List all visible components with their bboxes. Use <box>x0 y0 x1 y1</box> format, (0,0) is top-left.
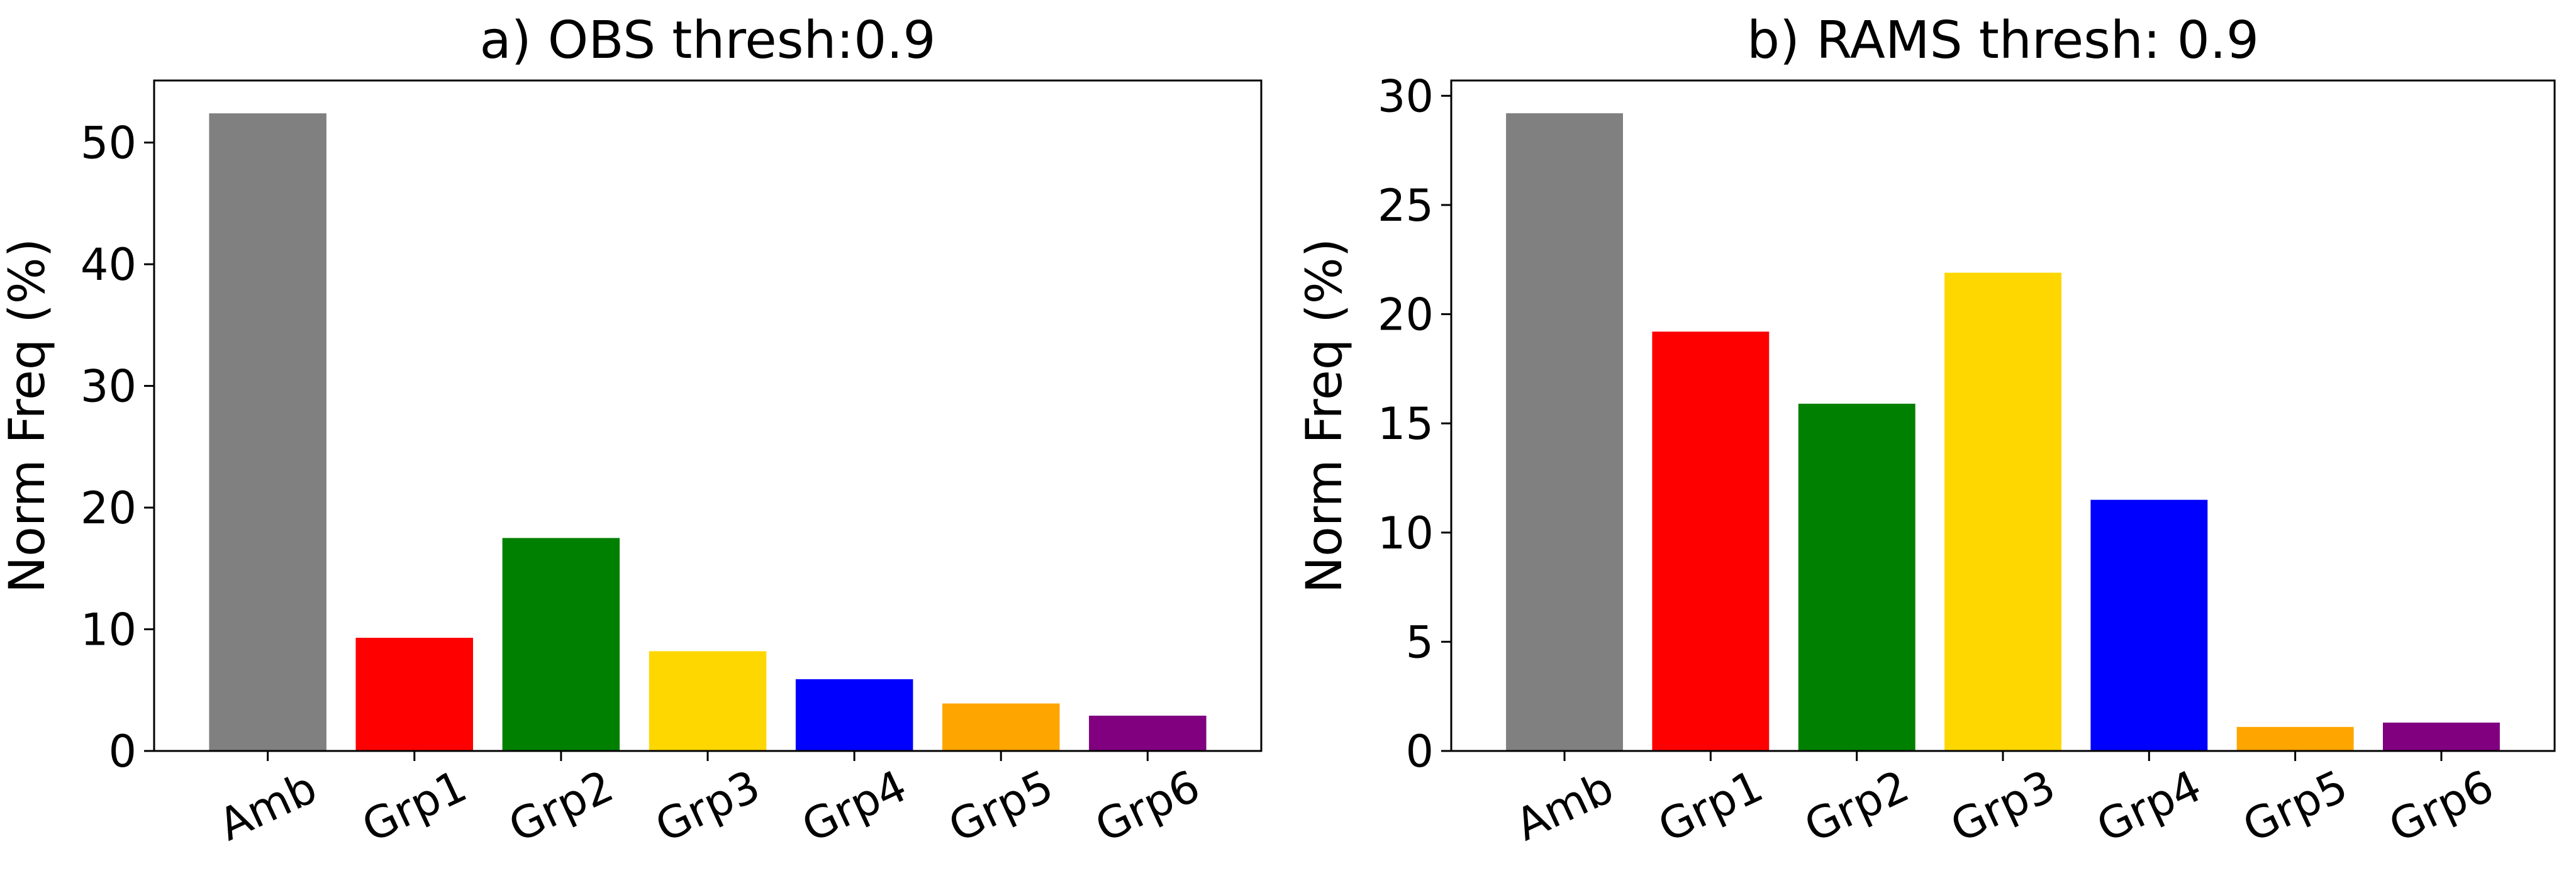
obs-bar-grp1 <box>355 638 473 751</box>
rams-bar-grp3 <box>1944 272 2061 752</box>
rams-x-tick-label-grp5: Grp5 <box>2235 760 2355 852</box>
rams-x-tick-label-grp2: Grp2 <box>1797 760 1917 852</box>
obs-bar-grp5 <box>942 703 1060 751</box>
rams-y-tick-label: 10 <box>1378 508 1434 559</box>
rams-y-tick-label: 25 <box>1378 180 1434 231</box>
obs-bar-grp2 <box>502 538 620 751</box>
rams-y-axis-label: Norm Freq (%) <box>1296 238 1353 593</box>
chart-panel-obs: 0 10 20 30 40 50 Amb Grp1 Grp2 Grp3 Grp4 Grp5 Grp6 a)… <box>0 11 1263 853</box>
rams-x-tick-label-grp1: Grp1 <box>1651 760 1771 852</box>
rams-bar-amb <box>1506 113 1623 752</box>
rams-y-tick-label: 20 <box>1378 289 1434 341</box>
rams-bar-grp6 <box>2383 722 2500 751</box>
obs-y-tick-label: 0 <box>108 726 137 777</box>
rams-x-tick-label-grp6: Grp6 <box>2382 760 2502 852</box>
rams-bar-grp2 <box>1798 403 1915 751</box>
obs-y-tick-label: 30 <box>81 361 137 413</box>
obs-y-tick-label: 10 <box>81 604 137 656</box>
obs-y-tick-label: 50 <box>81 118 137 169</box>
rams-x-tick-label-grp3: Grp3 <box>1943 760 2063 852</box>
obs-x-tick-label-grp3: Grp3 <box>648 760 768 852</box>
rams-chart-title: b) RAMS thresh: 0.9 <box>1747 11 2259 70</box>
rams-y-tick-label: 0 <box>1405 726 1434 777</box>
obs-bar-grp4 <box>795 679 913 751</box>
rams-bar-grp1 <box>1652 331 1770 751</box>
obs-x-tick-label-grp2: Grp2 <box>501 760 622 852</box>
rams-bar-grp5 <box>2236 726 2354 751</box>
rams-y-tick-label: 15 <box>1378 398 1434 450</box>
obs-bar-grp3 <box>649 651 767 751</box>
rams-x-tick-label-grp4: Grp4 <box>2089 760 2209 852</box>
obs-x-tick-label-grp4: Grp4 <box>795 760 915 852</box>
rams-y-tick-label: 30 <box>1378 70 1434 122</box>
obs-y-tick-label: 40 <box>81 239 137 291</box>
obs-chart-title: a) OBS thresh:0.9 <box>480 11 936 70</box>
chart-panel-rams: 0 5 10 15 20 25 30 Amb Grp1 Grp2 Grp3 Grp4 Grp5 Grp6 b… <box>1296 11 2556 853</box>
rams-y-tick-label: 5 <box>1405 616 1434 668</box>
obs-x-tick-label-grp6: Grp6 <box>1088 760 1208 852</box>
rams-bar-grp4 <box>2090 499 2208 751</box>
obs-x-tick-label-grp1: Grp1 <box>355 760 475 852</box>
obs-y-axis-label: Norm Freq (%) <box>0 238 56 593</box>
obs-x-tick-label-amb: Amb <box>211 762 325 851</box>
obs-y-tick-label: 20 <box>81 482 137 534</box>
obs-bar-grp6 <box>1089 715 1207 751</box>
obs-x-tick-label-grp5: Grp5 <box>941 760 1061 852</box>
rams-x-tick-label-amb: Amb <box>1508 762 1621 851</box>
obs-bar-amb <box>209 113 326 751</box>
